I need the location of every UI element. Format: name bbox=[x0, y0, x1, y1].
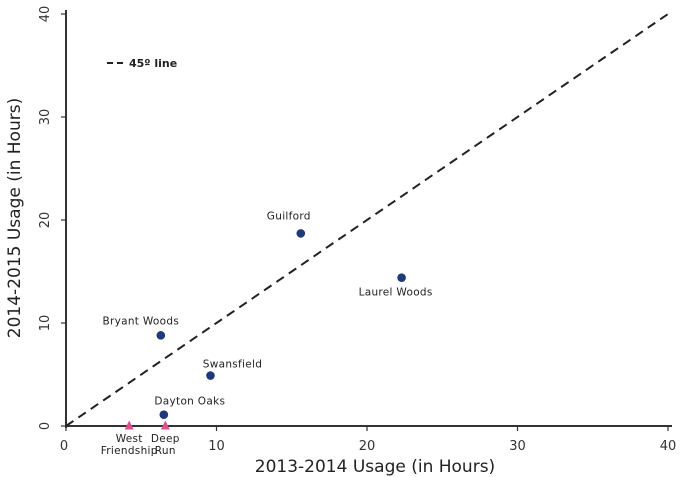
x-tick-label: 0 bbox=[60, 439, 68, 454]
y-axis-title: 2014-2015 Usage (in Hours) bbox=[5, 98, 25, 338]
points-group: Guilford Laurel Woods Bryant Woods Swansfie… bbox=[101, 210, 433, 457]
data-point-triangle bbox=[124, 420, 134, 430]
x-axis-title: 2013-2014 Usage (in Hours) bbox=[255, 457, 495, 477]
point-label: Swansfield bbox=[203, 359, 262, 371]
x-tick-label: 20 bbox=[359, 439, 376, 454]
point-label: Bryant Woods bbox=[102, 315, 179, 327]
point-label: Friendship bbox=[101, 445, 158, 457]
y-tick-label: 40 bbox=[38, 6, 53, 23]
x-tick-label: 30 bbox=[509, 439, 526, 454]
data-point-triangle bbox=[160, 420, 170, 430]
point-label: Laurel Woods bbox=[359, 287, 433, 299]
point-label: Run bbox=[155, 445, 176, 457]
y-tick-label: 0 bbox=[38, 422, 53, 430]
data-point bbox=[159, 410, 169, 419]
point-label: Dayton Oaks bbox=[154, 396, 225, 408]
y-tick-label: 30 bbox=[38, 109, 53, 126]
axes: 0 0 10 10 20 20 30 30 40 40 bbox=[38, 6, 676, 454]
y-tick-label: 10 bbox=[38, 315, 53, 332]
data-point bbox=[206, 371, 215, 380]
point-label: West bbox=[116, 433, 143, 445]
data-point bbox=[156, 331, 166, 340]
y-tick-label: 20 bbox=[38, 212, 53, 229]
legend-label: 45º line bbox=[129, 57, 177, 70]
x-tick-label: 40 bbox=[660, 439, 677, 454]
x-tick-label: 10 bbox=[208, 439, 225, 454]
point-label: Deep bbox=[151, 433, 180, 445]
point-label: Guilford bbox=[267, 210, 311, 222]
reference-line-group bbox=[65, 13, 669, 427]
data-point bbox=[397, 273, 406, 282]
reference-line-45 bbox=[65, 13, 669, 427]
legend: 45º line bbox=[107, 57, 177, 70]
data-point bbox=[296, 229, 306, 238]
